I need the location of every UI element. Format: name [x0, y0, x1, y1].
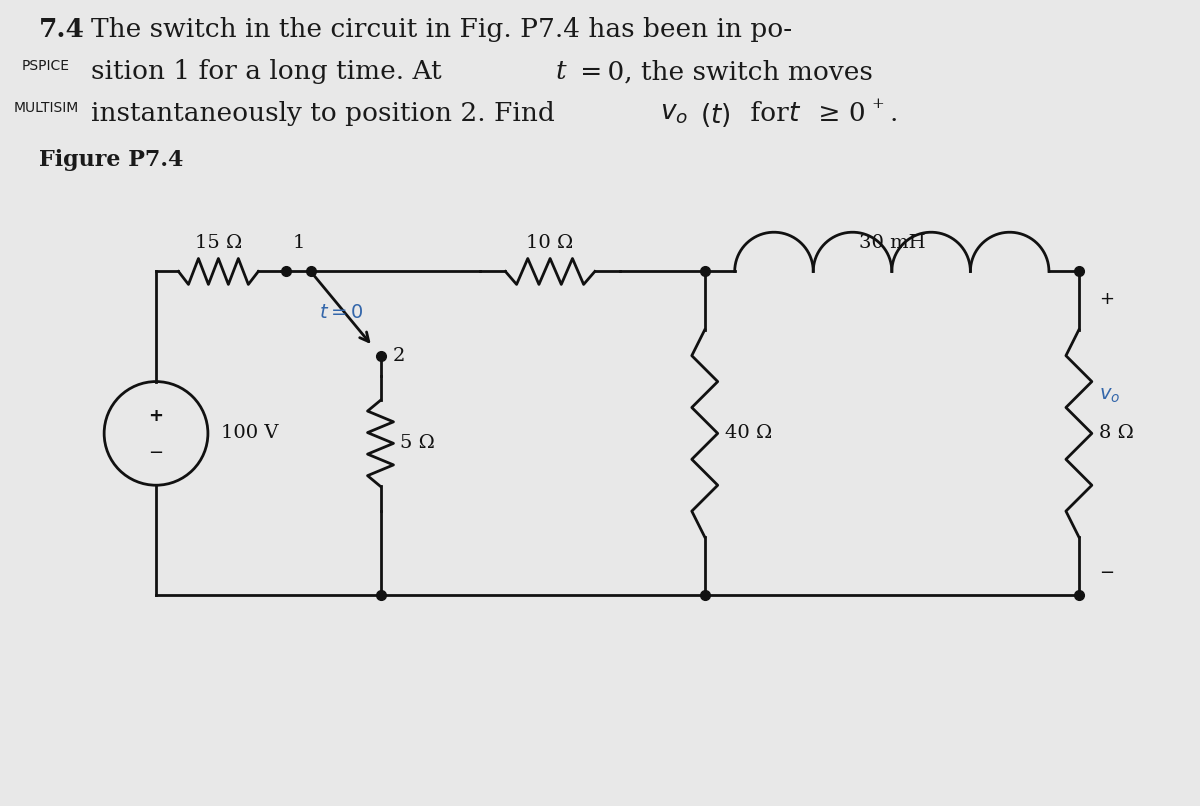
Text: +: +: [1099, 290, 1114, 309]
Text: .: .: [889, 101, 898, 126]
Text: MULTISIM: MULTISIM: [13, 101, 79, 115]
Text: = 0, the switch moves: = 0, the switch moves: [575, 59, 872, 84]
Text: The switch in the circuit in Fig. P7.4 has been in po-: The switch in the circuit in Fig. P7.4 h…: [91, 18, 792, 43]
Text: $v_o$: $v_o$: [660, 101, 688, 126]
Text: 15 Ω: 15 Ω: [194, 234, 242, 251]
Text: +: +: [871, 97, 884, 111]
Text: 2: 2: [392, 347, 404, 365]
Text: 1: 1: [293, 234, 305, 251]
Text: PSPICE: PSPICE: [22, 59, 70, 73]
Text: ≥ 0: ≥ 0: [810, 101, 865, 126]
Text: Figure P7.4: Figure P7.4: [40, 149, 184, 171]
Text: t: t: [556, 59, 565, 84]
Text: 10 Ω: 10 Ω: [527, 234, 574, 251]
Text: $t$: $t$: [787, 101, 800, 126]
Text: $(t)$: $(t)$: [700, 101, 731, 129]
Text: 8 Ω: 8 Ω: [1099, 425, 1134, 442]
Text: +: +: [149, 408, 163, 426]
Text: $v_o$: $v_o$: [1099, 386, 1120, 405]
Text: 7.4: 7.4: [40, 18, 85, 43]
Text: instantaneously to position 2. Find: instantaneously to position 2. Find: [91, 101, 563, 126]
Text: sition 1 for a long time. At: sition 1 for a long time. At: [91, 59, 450, 84]
Text: for: for: [742, 101, 797, 126]
Text: 5 Ω: 5 Ω: [401, 434, 436, 452]
Text: −: −: [1099, 564, 1114, 583]
Text: −: −: [149, 444, 163, 463]
Text: 100 V: 100 V: [221, 425, 278, 442]
Text: 40 Ω: 40 Ω: [725, 425, 772, 442]
Text: 30 mH: 30 mH: [858, 234, 925, 251]
Text: $t=0$: $t=0$: [319, 305, 364, 322]
